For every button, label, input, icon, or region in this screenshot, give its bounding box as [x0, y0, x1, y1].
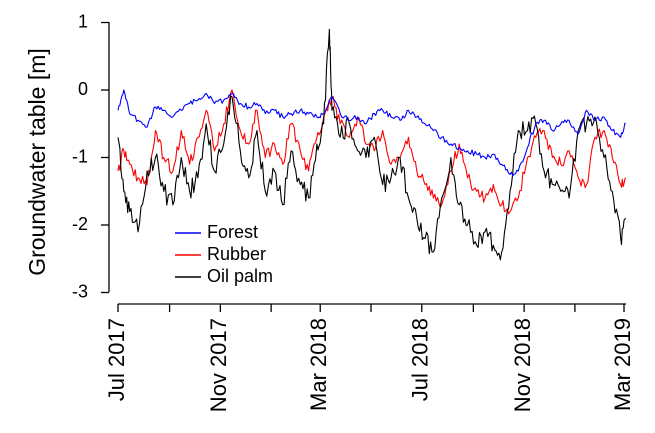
y-tick-label: 0	[78, 79, 88, 99]
legend-label: Forest	[207, 222, 258, 242]
x-tick-label: Nov 2017	[206, 318, 231, 412]
x-tick-label: Mar 2019	[610, 318, 635, 411]
x-tick-label: Jul 2017	[104, 318, 129, 401]
plot-area	[117, 28, 627, 261]
legend-label: Rubber	[207, 244, 266, 264]
axes: 10-1-2-3 Jul 2017 Nov 2017 Mar 2018 Jul 201…	[72, 11, 635, 412]
legend-label: Oil palm	[207, 266, 273, 286]
y-tick-label: -1	[72, 146, 88, 166]
series-line-rubber	[117, 89, 627, 215]
y-ticks: 1 0 -1 -2 -3	[72, 11, 109, 301]
y-tick-label: -2	[72, 214, 88, 234]
series-line-forest	[117, 89, 626, 177]
x-ticks: Jul 2017 Nov 2017 Mar 2018 Jul 2018 Nov 2018…	[104, 304, 635, 412]
y-axis-label: Groundwater table [m]	[24, 48, 50, 276]
x-tick-label: Jul 2018	[408, 318, 433, 401]
x-tick-label: Mar 2018	[306, 318, 331, 411]
y-tick-label: 1	[78, 11, 88, 31]
series-line-oil-palm	[117, 28, 627, 261]
y-tick-label: -3	[72, 281, 88, 301]
x-tick-label: Nov 2018	[510, 318, 535, 412]
